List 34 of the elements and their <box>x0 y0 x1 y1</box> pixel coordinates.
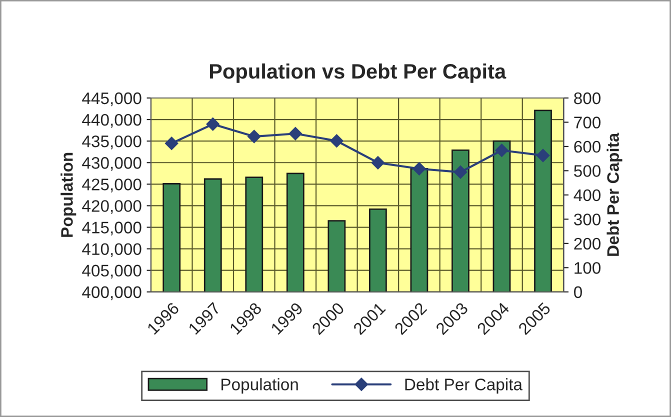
y2-tick-label: 200 <box>574 238 601 250</box>
point <box>165 136 178 150</box>
y2-tick-label: 400 <box>574 189 601 202</box>
point <box>454 166 468 179</box>
y2-tick-label: 800 <box>574 92 601 104</box>
legend-label: Debt Per Capita <box>405 378 523 394</box>
point <box>412 162 426 176</box>
y2-tick-label: 500 <box>574 165 601 177</box>
y-axis-title: Population <box>60 152 76 237</box>
y-tick-label: 435,000 <box>82 135 142 150</box>
chart-title: Population vs Debt Per Capita <box>210 63 506 83</box>
y-tick-label: 415,000 <box>82 222 142 236</box>
y2-tick-label: 300 <box>574 214 601 226</box>
y-tick-label: 400,000 <box>82 286 142 300</box>
y-tick-label: 425,000 <box>82 178 142 192</box>
point <box>206 118 220 131</box>
point <box>495 144 508 157</box>
legend-label: Population <box>222 378 298 394</box>
y2-tick-label: 700 <box>574 116 601 128</box>
point <box>248 130 261 144</box>
y-tick-label: 430,000 <box>82 157 142 171</box>
y-tick-label: 410,000 <box>82 243 142 257</box>
point <box>288 127 302 140</box>
y-tick-label: 420,000 <box>82 200 142 214</box>
y-tick-label: 445,000 <box>82 92 142 106</box>
y2-tick-label: 0 <box>574 286 582 298</box>
y2-tick-label: 600 <box>574 140 601 153</box>
y-tick-label: 440,000 <box>82 114 142 128</box>
point <box>536 148 550 162</box>
point <box>330 134 344 148</box>
y2-tick-label: 100 <box>574 262 601 274</box>
y-tick-label: 405,000 <box>82 264 142 279</box>
point <box>371 156 385 170</box>
y2-axis-title: Debt Per Capita <box>606 132 622 256</box>
